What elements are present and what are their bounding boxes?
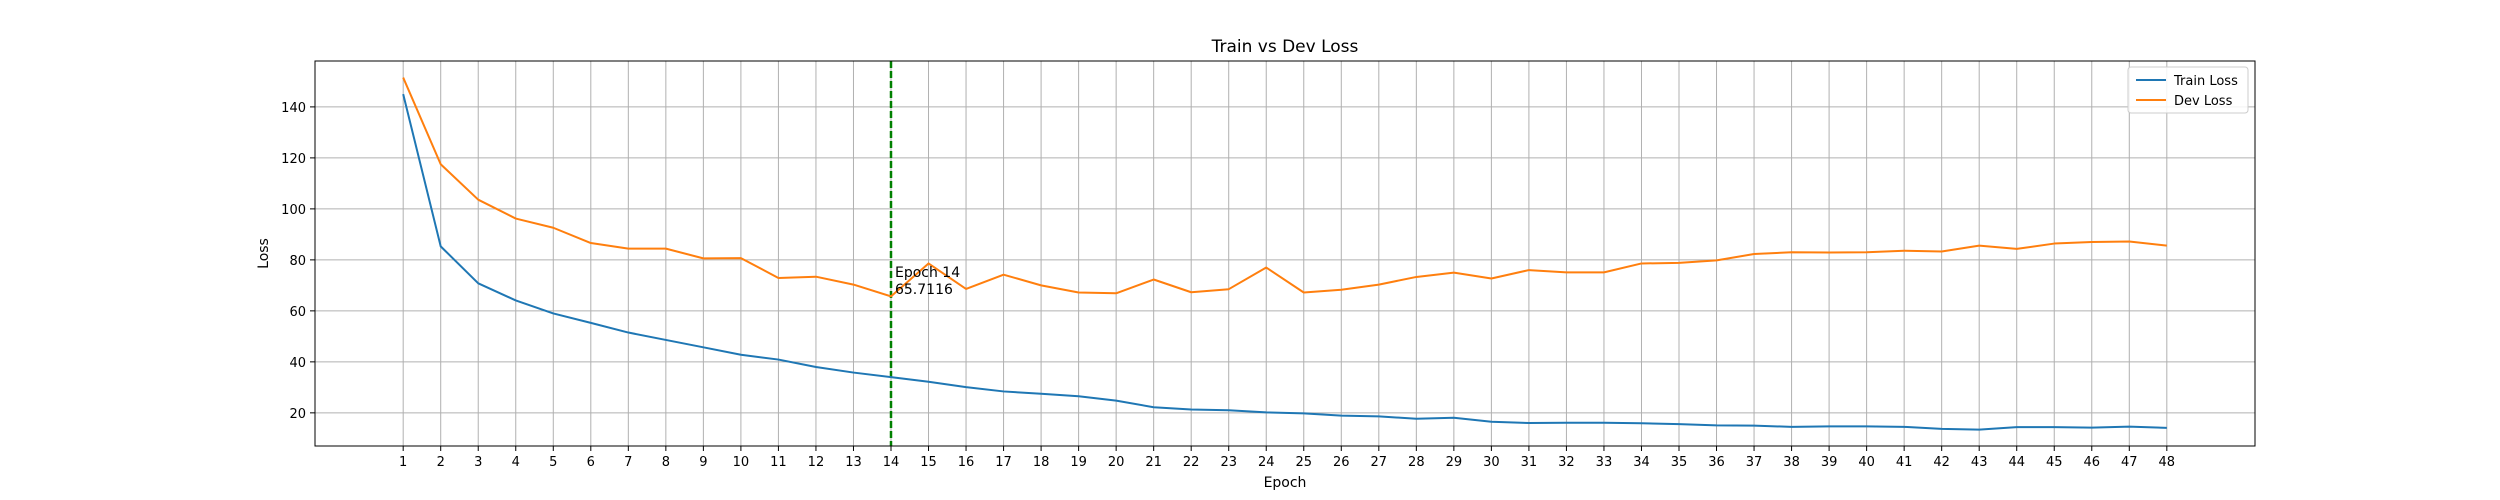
x-tick-label: 26 [1333, 455, 1350, 470]
x-tick-label: 29 [1446, 455, 1463, 470]
plot-frame [314, 60, 2256, 447]
x-tick-label: 32 [1558, 455, 1575, 470]
x-tick-label: 44 [2008, 455, 2025, 470]
x-tick-label: 1 [399, 455, 407, 470]
x-tick-label: 35 [1671, 455, 1688, 470]
x-tick-label: 14 [883, 455, 900, 470]
x-tick-label: 11 [770, 455, 787, 470]
x-tick-label: 8 [662, 455, 670, 470]
y-tick-label: 140 [281, 101, 306, 116]
y-tick-label: 60 [289, 305, 306, 320]
x-tick-label: 27 [1371, 455, 1388, 470]
x-tick-label: 30 [1483, 455, 1500, 470]
x-tick-label: 13 [845, 455, 862, 470]
x-axis-label: Epoch [1264, 475, 1307, 491]
annotation-epoch-label: Epoch 14 [895, 265, 960, 281]
x-tick-label: 37 [1746, 455, 1763, 470]
x-tick-label: 20 [1108, 455, 1125, 470]
x-tick-label: 47 [2121, 455, 2138, 470]
x-tick-label: 24 [1258, 455, 1275, 470]
x-tick-label: 38 [1783, 455, 1800, 470]
y-ticks: 20 40 60 80 100 120 140 [281, 101, 315, 422]
x-tick-label: 16 [958, 455, 975, 470]
x-tick-label: 40 [1858, 455, 1875, 470]
x-tick-label: 6 [587, 455, 595, 470]
x-tick-label: 41 [1896, 455, 1913, 470]
x-tick-label: 28 [1408, 455, 1425, 470]
x-tick-label: 25 [1295, 455, 1312, 470]
x-tick-label: 23 [1220, 455, 1237, 470]
x-tick-label: 48 [2159, 455, 2176, 470]
x-tick-label: 31 [1521, 455, 1538, 470]
x-tick-label: 19 [1070, 455, 1087, 470]
x-tick-label: 9 [699, 455, 707, 470]
x-tick-label: 42 [1933, 455, 1950, 470]
x-tick-label: 39 [1821, 455, 1838, 470]
x-tick-label: 12 [808, 455, 825, 470]
x-tick-label: 3 [474, 455, 482, 470]
y-tick-label: 100 [281, 203, 306, 218]
legend-box [2127, 66, 2249, 114]
legend-label-dev-loss: Dev Loss [2174, 94, 2233, 109]
x-tick-label: 17 [995, 455, 1012, 470]
x-ticks: 1 2 3 4 5 6 7 8 9 10 11 12 13 14 15 16 17 18 19 20 21 22 23 24 2… [399, 446, 2175, 470]
x-tick-label: 18 [1033, 455, 1050, 470]
y-axis-label: Loss [256, 238, 272, 269]
x-tick-label: 5 [549, 455, 557, 470]
x-tick-label: 46 [2083, 455, 2100, 470]
y-tick-label: 20 [289, 407, 306, 422]
x-tick-label: 36 [1708, 455, 1725, 470]
series-line-train-loss [402, 93, 2167, 431]
x-tick-label: 21 [1145, 455, 1162, 470]
x-tick-label: 7 [624, 455, 632, 470]
x-tick-label: 4 [512, 455, 520, 470]
x-tick-label: 34 [1633, 455, 1650, 470]
series-line-dev-loss [402, 77, 2167, 298]
x-tick-label: 2 [437, 455, 445, 470]
chart-title: Train vs Dev Loss [1211, 37, 1359, 57]
x-tick-label: 22 [1183, 455, 1200, 470]
y-tick-label: 80 [289, 254, 306, 269]
x-tick-label: 10 [733, 455, 750, 470]
x-tick-label: 33 [1596, 455, 1613, 470]
y-tick-label: 120 [281, 152, 306, 167]
y-tick-label: 40 [289, 356, 306, 371]
x-tick-label: 43 [1971, 455, 1988, 470]
legend: Train Loss Dev Loss [2127, 66, 2249, 114]
legend-label-train-loss: Train Loss [2173, 74, 2238, 89]
series-group [402, 77, 2167, 431]
x-tick-label: 45 [2046, 455, 2063, 470]
x-tick-label: 15 [920, 455, 937, 470]
annotation-value-label: 65.7116 [895, 282, 953, 298]
